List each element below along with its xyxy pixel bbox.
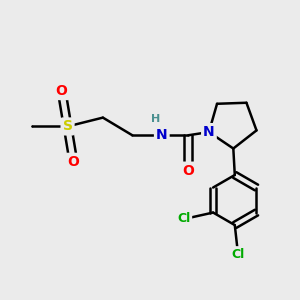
Text: Cl: Cl — [177, 212, 190, 225]
Text: O: O — [182, 164, 194, 178]
Text: O: O — [68, 155, 80, 169]
Text: N: N — [156, 128, 168, 142]
Text: S: S — [63, 119, 73, 134]
Text: O: O — [56, 84, 68, 98]
Text: N: N — [203, 125, 215, 139]
Text: Cl: Cl — [231, 248, 244, 261]
Text: H: H — [152, 114, 161, 124]
